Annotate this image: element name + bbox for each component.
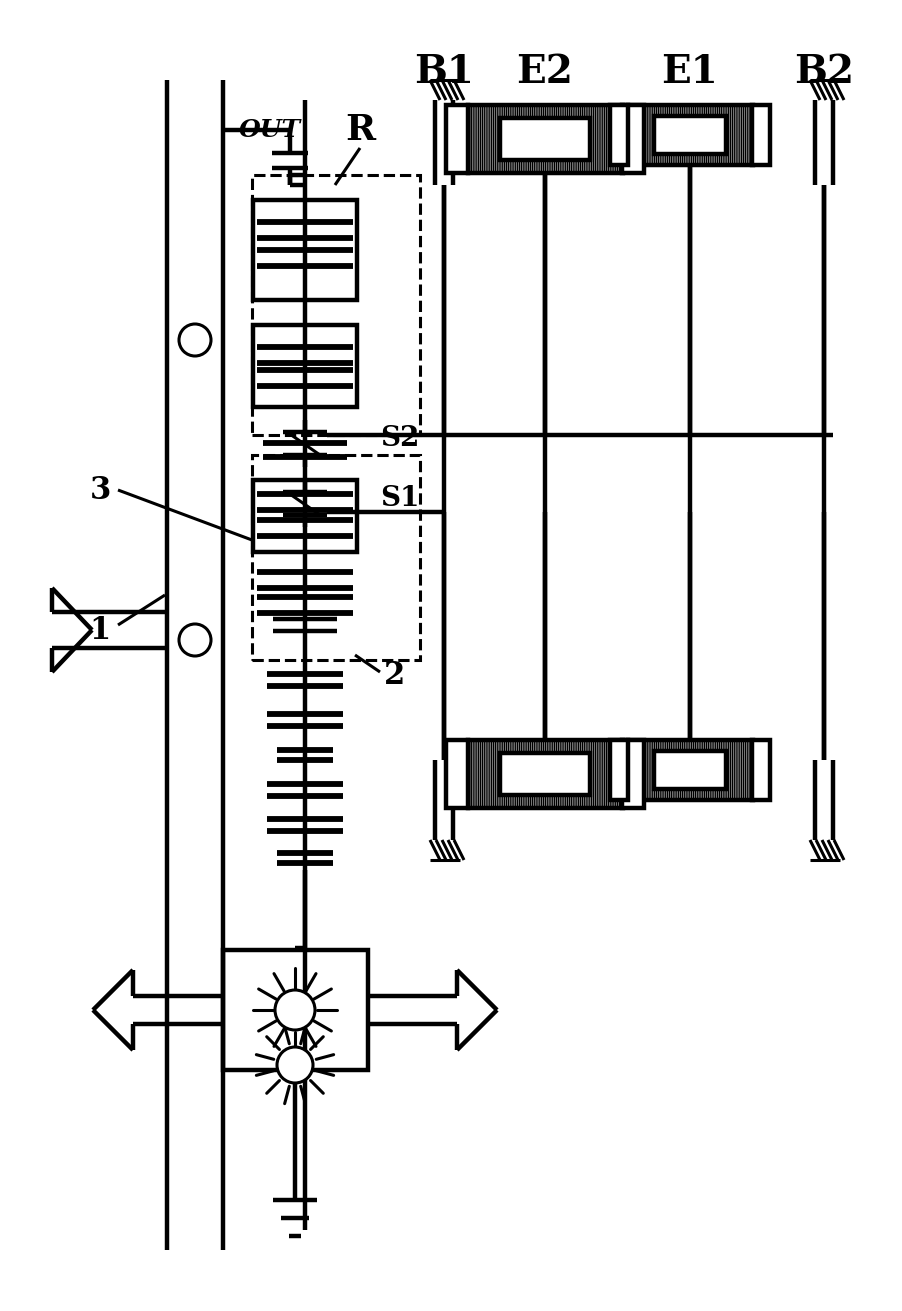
Circle shape [179, 324, 211, 357]
Text: B2: B2 [793, 52, 853, 90]
Text: R: R [345, 113, 374, 147]
Text: 2: 2 [384, 659, 405, 691]
Bar [653, 115, 725, 153]
Bar [653, 751, 725, 789]
Text: E2: E2 [516, 52, 573, 90]
Text: OUT: OUT [239, 118, 300, 142]
Bar [467, 105, 622, 173]
Bar [621, 739, 643, 808]
Bar [467, 739, 622, 808]
Bar [500, 753, 589, 794]
Bar [627, 739, 752, 800]
Bar [467, 739, 622, 808]
Bar [751, 105, 769, 165]
Bar [751, 739, 769, 800]
Text: 1: 1 [89, 615, 110, 645]
Bar [627, 105, 752, 165]
Bar [500, 118, 589, 160]
Text: E1: E1 [661, 52, 718, 90]
Bar [627, 105, 752, 165]
Bar [252, 174, 419, 435]
Bar [610, 739, 627, 800]
Bar [610, 105, 627, 165]
Text: S2: S2 [380, 425, 419, 451]
Text: 3: 3 [89, 475, 111, 506]
Text: S1: S1 [380, 485, 419, 511]
Bar [446, 105, 467, 173]
Circle shape [275, 990, 315, 1030]
Bar [252, 455, 419, 659]
Circle shape [277, 1047, 313, 1083]
Bar [467, 105, 622, 173]
Text: B1: B1 [414, 52, 474, 90]
Bar [223, 950, 368, 1070]
Bar [253, 480, 356, 552]
Bar [621, 105, 643, 173]
Bar [446, 739, 467, 808]
Bar [627, 739, 752, 800]
Circle shape [179, 624, 211, 656]
Bar [253, 201, 356, 300]
Bar [253, 325, 356, 406]
